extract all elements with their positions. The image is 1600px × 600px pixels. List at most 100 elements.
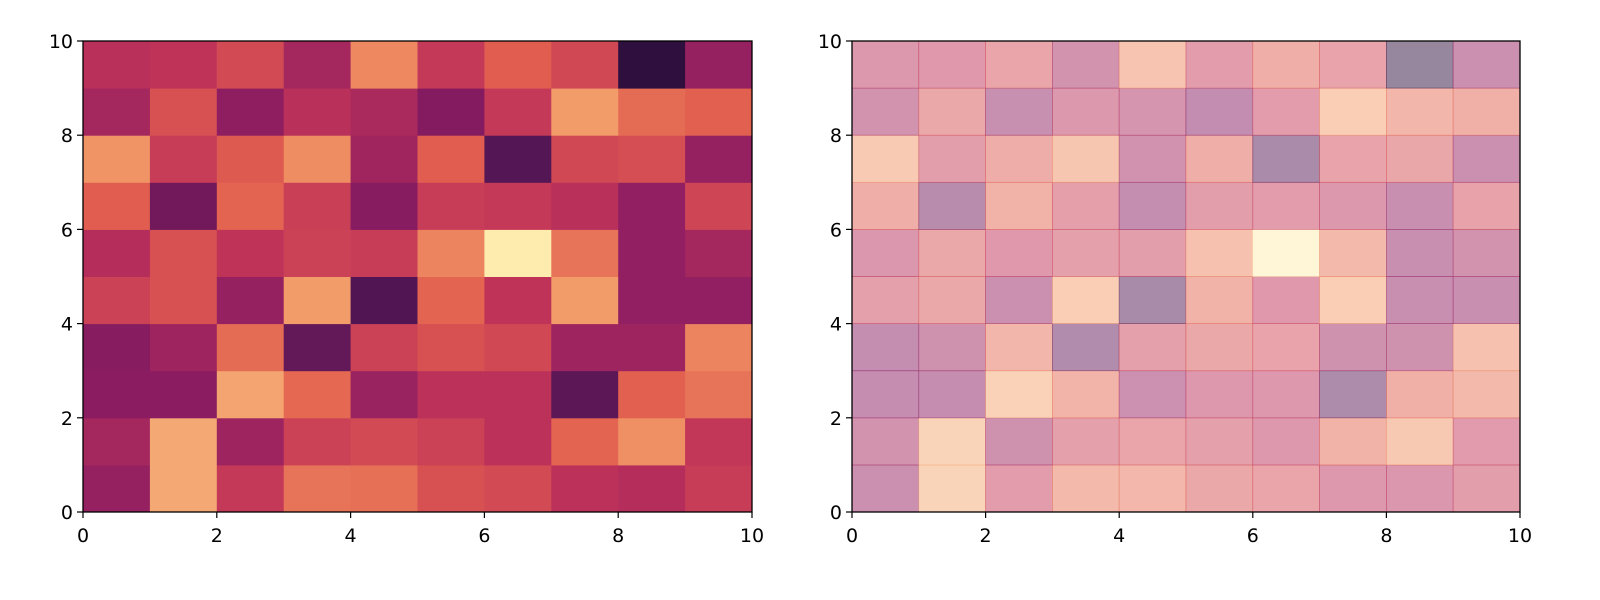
heatmap-cell bbox=[985, 134, 1053, 183]
heatmap-cell bbox=[484, 276, 552, 325]
y-tick-label: 6 bbox=[61, 219, 73, 241]
heatmap-cell bbox=[1386, 181, 1454, 230]
heatmap-cell bbox=[417, 182, 485, 230]
heatmap-cell bbox=[1052, 417, 1120, 466]
heatmap-cell bbox=[985, 181, 1053, 230]
heatmap-cell bbox=[1118, 370, 1187, 419]
heatmap-cell bbox=[985, 228, 1053, 277]
heatmap-cell bbox=[149, 135, 218, 183]
heatmap-cell bbox=[83, 229, 151, 277]
heatmap-cell bbox=[851, 464, 920, 513]
heatmap-cell bbox=[1252, 40, 1321, 89]
heatmap-cell bbox=[851, 417, 920, 466]
heatmap-cell bbox=[83, 135, 151, 183]
heatmap-cell bbox=[1185, 323, 1254, 372]
heatmap-cell bbox=[1319, 228, 1387, 277]
heatmap-cell bbox=[484, 464, 552, 513]
heatmap-cell bbox=[283, 464, 352, 513]
heatmap-cell bbox=[216, 135, 285, 183]
heatmap-cell bbox=[216, 276, 285, 325]
heatmap-cell bbox=[216, 41, 285, 89]
heatmap-cell bbox=[417, 276, 485, 325]
heatmap-cell bbox=[1452, 181, 1521, 230]
heatmap-cell bbox=[851, 87, 920, 136]
heatmap-cell bbox=[1118, 87, 1187, 136]
heatmap-cell bbox=[83, 276, 151, 325]
heatmap-cell bbox=[283, 417, 352, 466]
heatmap-cell bbox=[618, 88, 686, 136]
heatmap-cell bbox=[149, 41, 218, 89]
heatmap-cell bbox=[83, 182, 151, 230]
heatmap-cell bbox=[149, 464, 218, 513]
heatmap-cell bbox=[1452, 228, 1521, 277]
heatmap-cell bbox=[918, 228, 986, 277]
heatmap-cell bbox=[618, 464, 686, 513]
heatmap-cell bbox=[1118, 228, 1187, 277]
heatmap-cell bbox=[484, 135, 552, 183]
heatmap-cell bbox=[216, 182, 285, 230]
heatmap-cell bbox=[484, 417, 552, 466]
y-tick-label: 10 bbox=[49, 31, 73, 53]
heatmap-cell bbox=[618, 229, 686, 277]
x-tick-label: 0 bbox=[77, 525, 89, 547]
heatmap-cell bbox=[1386, 134, 1454, 183]
heatmap-cell bbox=[417, 41, 485, 89]
heatmap-cell bbox=[985, 87, 1053, 136]
heatmap-cell bbox=[685, 88, 753, 136]
heatmap-cell bbox=[1452, 323, 1521, 372]
heatmap-cell bbox=[83, 88, 151, 136]
y-tick-label: 8 bbox=[61, 125, 73, 147]
y-tick-label: 4 bbox=[61, 314, 73, 336]
axes-frame bbox=[851, 40, 1521, 513]
heatmap-cell bbox=[1185, 370, 1254, 419]
heatmap-cell bbox=[1252, 276, 1321, 324]
heatmap-cell bbox=[985, 40, 1053, 89]
heatmap-cell bbox=[1319, 370, 1387, 419]
heatmap-cell bbox=[1118, 464, 1187, 513]
heatmap-cell bbox=[1118, 40, 1187, 89]
heatmap-cell bbox=[484, 323, 552, 372]
heatmap-cell bbox=[918, 181, 986, 230]
heatmap-cell bbox=[551, 464, 619, 513]
heatmap-cell bbox=[685, 464, 753, 513]
x-tick-label: 6 bbox=[478, 525, 490, 547]
heatmap-cell bbox=[1052, 370, 1120, 419]
heatmap-cell bbox=[985, 276, 1053, 324]
heatmap-cell bbox=[551, 135, 619, 183]
heatmap-cell bbox=[216, 323, 285, 372]
heatmap-cell bbox=[1319, 417, 1387, 466]
heatmap-cell bbox=[1052, 228, 1120, 277]
heatmap-cell bbox=[851, 40, 920, 89]
heatmap-cell bbox=[1319, 181, 1387, 230]
heatmap-cell bbox=[1319, 464, 1387, 513]
x-tick-label: 10 bbox=[740, 525, 764, 547]
heatmap-cell bbox=[851, 134, 920, 183]
heatmap-cell bbox=[1185, 134, 1254, 183]
heatmap-cell bbox=[283, 276, 352, 325]
y-tick-label: 0 bbox=[61, 502, 73, 524]
heatmap-cell bbox=[83, 41, 151, 89]
heatmap-cell bbox=[283, 370, 352, 419]
heatmap-cell bbox=[1386, 276, 1454, 324]
heatmap-cell bbox=[1052, 276, 1120, 324]
heatmap-cell bbox=[484, 182, 552, 230]
heatmap-cell bbox=[1252, 464, 1321, 513]
heatmap-cell bbox=[918, 370, 986, 419]
heatmap-cell bbox=[417, 323, 485, 372]
heatmap-cell bbox=[350, 276, 418, 325]
heatmap-cell bbox=[985, 323, 1053, 372]
heatmap-cell bbox=[1118, 181, 1187, 230]
x-tick-label: 2 bbox=[211, 525, 223, 547]
heatmap-cell bbox=[1252, 370, 1321, 419]
heatmap-cell bbox=[149, 370, 218, 419]
heatmap-cell bbox=[1252, 228, 1321, 277]
heatmap-cell bbox=[1319, 276, 1387, 324]
heatmap-cell bbox=[551, 182, 619, 230]
y-tick-label: 2 bbox=[830, 408, 842, 430]
heatmap-cell bbox=[618, 417, 686, 466]
heatmap-cell bbox=[83, 417, 151, 466]
heatmap-cell bbox=[1386, 464, 1454, 513]
heatmap-cell bbox=[1452, 464, 1521, 513]
heatmap-cell bbox=[1252, 87, 1321, 136]
